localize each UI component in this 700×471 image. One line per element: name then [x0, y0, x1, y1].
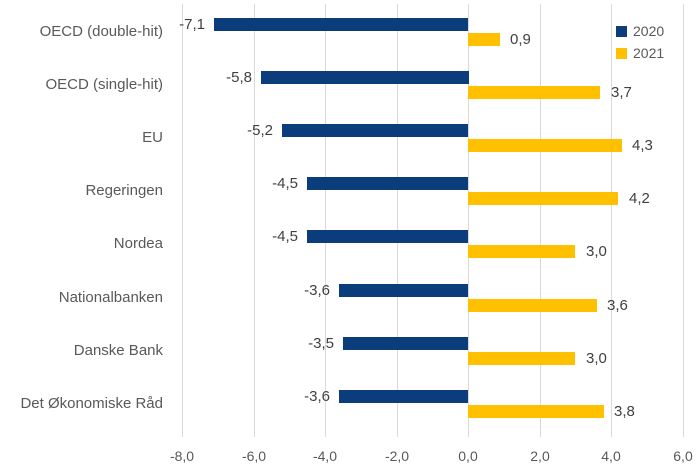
gridline-x-2,0	[540, 4, 541, 437]
x-tick-label: 0,0	[458, 448, 478, 464]
gridline-x-6,0	[683, 4, 684, 437]
gridline-x-4,0	[611, 4, 612, 437]
bar-2020	[261, 71, 469, 84]
category-label: Nordea	[113, 235, 163, 252]
category-label: Det Økonomiske Råd	[20, 395, 163, 412]
bar-2020	[343, 337, 468, 350]
x-tick-label: 2,0	[530, 448, 550, 464]
bar-2021	[468, 245, 575, 258]
category-label: EU	[142, 129, 163, 146]
value-label-2021: 0,9	[510, 31, 531, 48]
value-label-2020: -3,6	[304, 388, 330, 405]
category-label: Regeringen	[85, 182, 163, 199]
x-tick-label: -8,0	[169, 448, 195, 464]
value-label-2020: -4,5	[272, 175, 298, 192]
x-tick-label: 6,0	[673, 448, 693, 464]
x-tick-label: 4,0	[601, 448, 621, 464]
x-tick-label: -4,0	[312, 448, 338, 464]
bar-2021	[468, 405, 604, 418]
gridline-x--6,0	[254, 4, 255, 437]
bar-2021	[468, 192, 618, 205]
value-label-2020: -4,5	[272, 228, 298, 245]
value-label-2020: -5,2	[247, 122, 273, 139]
value-label-2021: 3,0	[586, 350, 607, 367]
legend-label-2020: 2020	[633, 23, 665, 39]
x-tick-label: -6,0	[241, 448, 267, 464]
bar-2020	[339, 390, 468, 403]
bar-2020	[214, 18, 468, 31]
value-label-2020: -3,6	[304, 282, 330, 299]
bar-2020	[307, 177, 468, 190]
legend: 2020 2021	[616, 20, 664, 64]
bar-2021	[468, 139, 622, 152]
value-label-2021: 4,3	[632, 137, 653, 154]
gridline-x--4,0	[325, 4, 326, 437]
category-label: OECD (single-hit)	[45, 76, 163, 93]
bar-2020	[307, 230, 468, 243]
legend-swatch-2020	[616, 25, 627, 37]
bar-2021	[468, 86, 600, 99]
category-label: OECD (double-hit)	[39, 23, 163, 40]
legend-item-2020: 2020	[616, 20, 664, 42]
value-label-2020: -5,8	[226, 69, 252, 86]
bar-2020	[339, 284, 468, 297]
value-label-2021: 3,7	[611, 84, 632, 101]
value-label-2021: 3,0	[586, 243, 607, 260]
gridline-x-0,0	[468, 4, 469, 437]
value-label-2020: -7,1	[179, 16, 205, 33]
legend-swatch-2021	[616, 47, 627, 59]
legend-label-2021: 2021	[633, 45, 665, 61]
x-tick-label: -2,0	[384, 448, 410, 464]
legend-item-2021: 2021	[616, 42, 664, 64]
bar-2021	[468, 352, 575, 365]
value-label-2021: 4,2	[629, 190, 650, 207]
bar-2021	[468, 33, 500, 46]
bar-2020	[282, 124, 468, 137]
gridline-x--8,0	[182, 4, 183, 437]
value-label-2020: -3,5	[308, 335, 334, 352]
value-label-2021: 3,8	[614, 403, 635, 420]
gridline-x--2,0	[397, 4, 398, 437]
category-label: Nationalbanken	[58, 289, 163, 306]
bar-2021	[468, 299, 597, 312]
value-label-2021: 3,6	[607, 297, 628, 314]
category-label: Danske Bank	[73, 342, 163, 359]
